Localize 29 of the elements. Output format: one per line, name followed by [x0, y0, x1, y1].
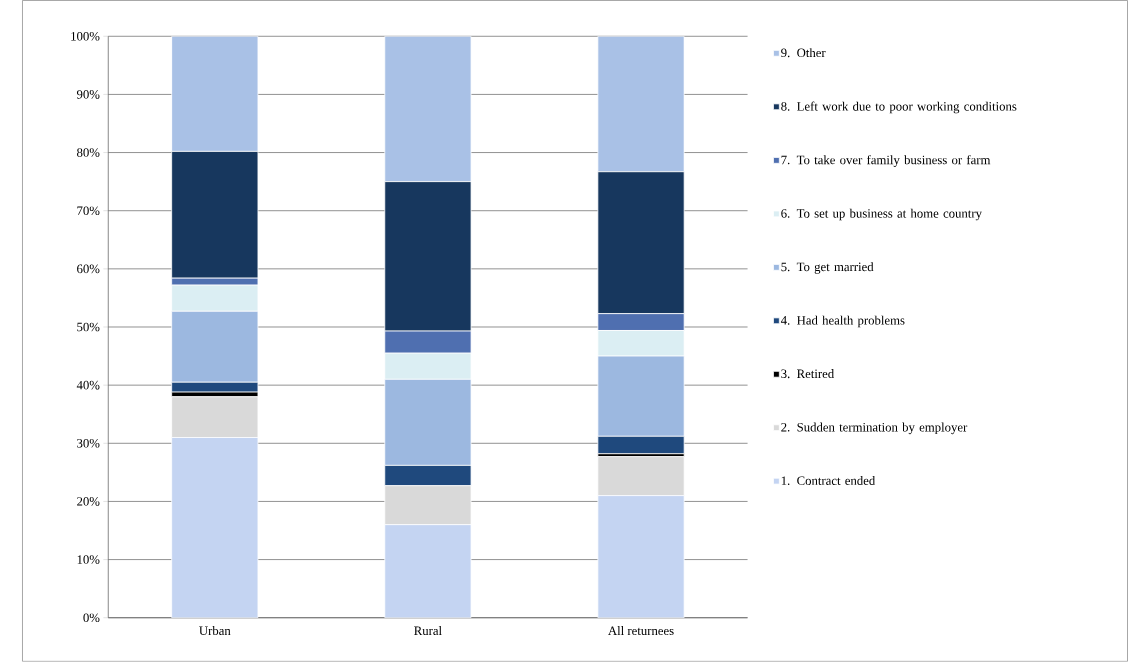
legend-label: 9. Other — [781, 48, 826, 58]
legend-label: 3. Retired — [781, 369, 835, 379]
y-tick-label: 60% — [77, 264, 100, 274]
y-tick-label: 100% — [71, 32, 100, 41]
x-tick-label: Urban — [199, 626, 231, 636]
y-tick-label: 40% — [76, 380, 100, 390]
bar — [384, 524, 472, 618]
bar — [597, 36, 685, 173]
legend-label: 2. Sudden termination by employer — [781, 422, 968, 435]
y-tick-label: 50% — [77, 322, 100, 332]
legend-label: 6. To set up business at home country — [781, 208, 982, 221]
bar — [384, 36, 472, 183]
bar — [597, 495, 685, 618]
y-tick-label: 70% — [77, 206, 100, 216]
legend-label: 5. To get married — [781, 262, 874, 274]
y-tick-label: 30% — [77, 439, 100, 448]
x-tick-label: All returnees — [608, 626, 674, 636]
legend-label: 4. Had health problems — [780, 315, 905, 328]
y-tick-label: 0% — [83, 613, 100, 623]
y-tick-label: 90% — [76, 90, 100, 99]
y-tick-label: 20% — [77, 497, 100, 506]
bar — [171, 437, 259, 618]
y-tick-label: 10% — [77, 555, 100, 564]
bar — [171, 36, 259, 152]
x-tick-label: Rural — [414, 626, 442, 636]
legend-label: 8. Left work due to poor working conditions — [781, 101, 1017, 114]
legend-label: 7. To take over family business or farm — [781, 155, 991, 167]
legend-label: 1. Contract ended — [781, 476, 876, 486]
y-tick-label: 80% — [77, 148, 100, 157]
